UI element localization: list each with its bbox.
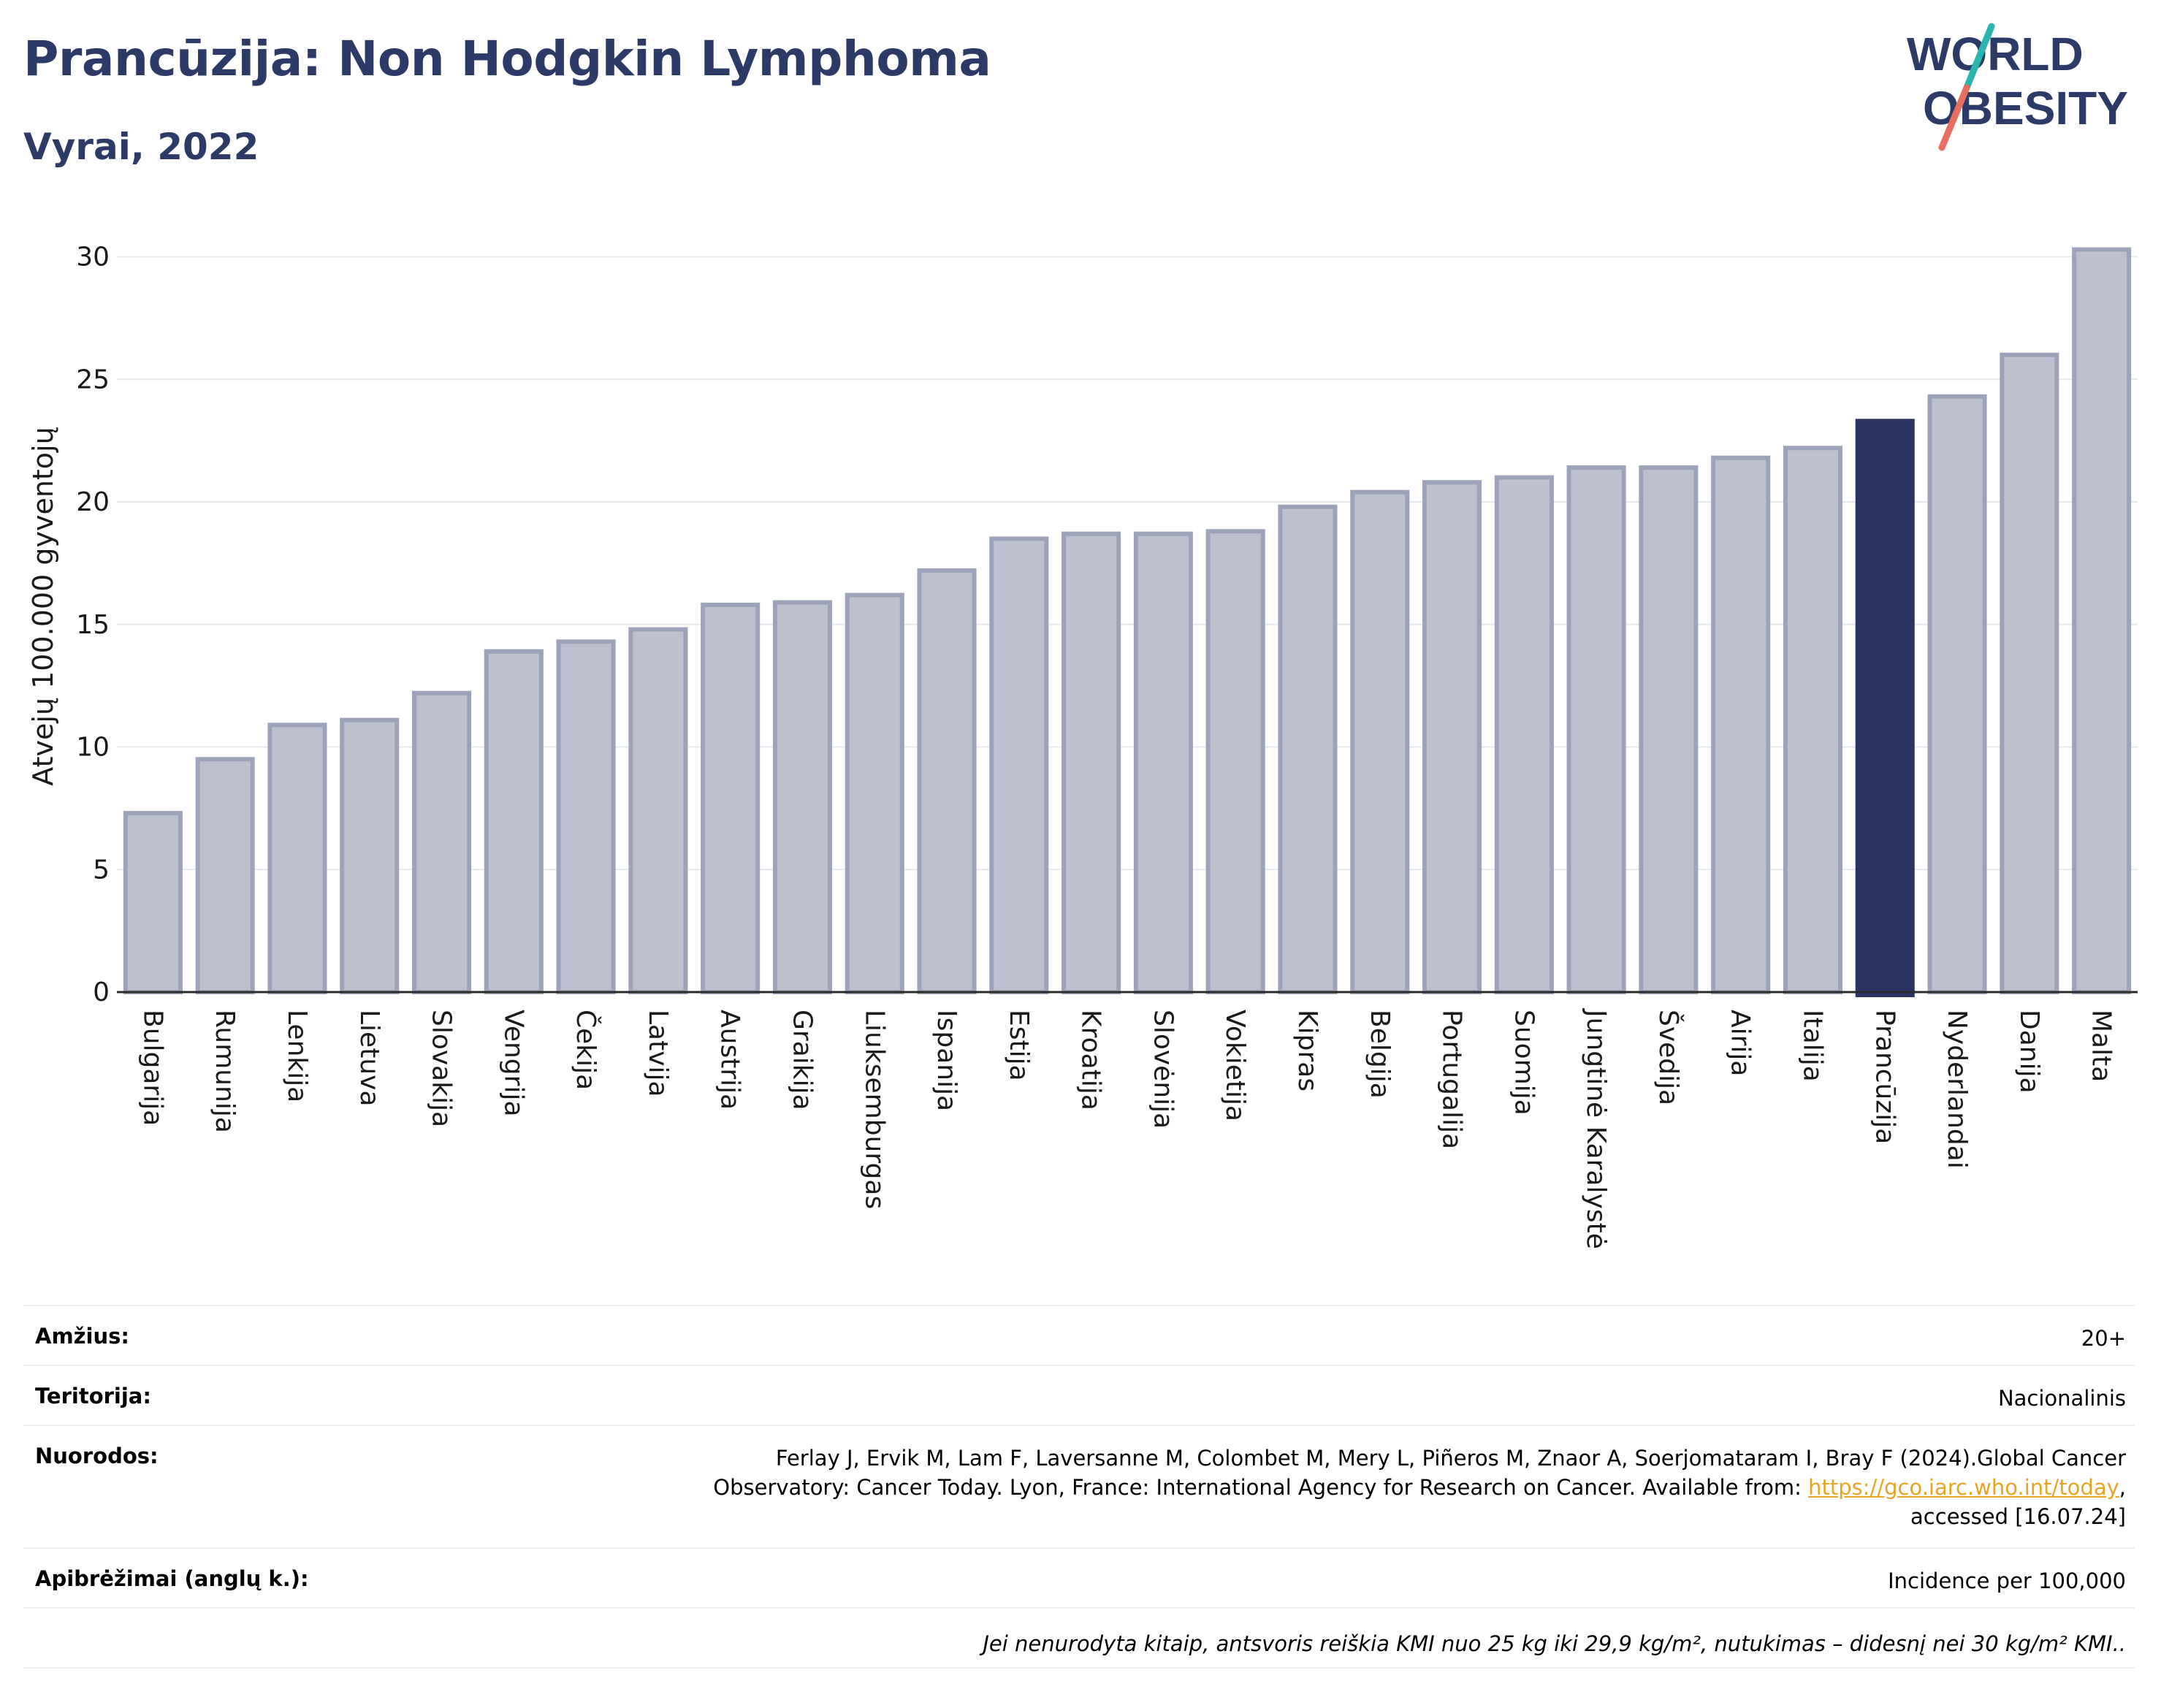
y-tick-label: 30 xyxy=(76,243,110,272)
bar xyxy=(989,536,1049,994)
age-value: 20+ xyxy=(2081,1326,2126,1351)
y-tick-label: 0 xyxy=(93,977,110,1007)
territory-value: Nacionalinis xyxy=(1997,1386,2126,1411)
bar xyxy=(1062,531,1121,994)
x-tick-label: Ispanija xyxy=(931,1010,961,1111)
logo-slash-top xyxy=(1963,23,1995,91)
x-tick-label: Švedija xyxy=(1653,1010,1684,1105)
divider xyxy=(23,1667,2135,1669)
bar xyxy=(556,639,616,994)
bar xyxy=(1711,455,1771,994)
y-tick-labels: 0 5 10 15 20 25 30 xyxy=(76,243,110,1007)
references-line1: Ferlay J, Ervik M, Lam F, Laversanne M, … xyxy=(775,1446,2126,1471)
bar xyxy=(772,600,833,994)
bar xyxy=(845,592,904,994)
bar xyxy=(1927,394,1987,994)
bar xyxy=(1783,446,1843,994)
x-tick-label: Čekija xyxy=(571,1010,601,1090)
x-tick-labels: Bulgarija Rumunija Lenkija Lietuva Slovakija… xyxy=(137,1008,2116,1249)
divider xyxy=(23,1607,2135,1609)
definitions-value: Incidence per 100,000 xyxy=(1888,1568,2126,1593)
bar xyxy=(1566,465,1626,994)
bar xyxy=(1855,419,1915,997)
logo-line1: WORLD xyxy=(1907,28,2084,80)
world-obesity-logo: WORLD OBESITY xyxy=(1907,23,2128,151)
x-tick-label: Jungtinė Karalystė xyxy=(1581,1008,1611,1249)
bar xyxy=(123,811,183,995)
x-tick-label: Liuksemburgas xyxy=(859,1010,889,1209)
x-tick-label: Slovakija xyxy=(427,1010,457,1127)
territory-label: Teritorija: xyxy=(35,1384,151,1408)
bar xyxy=(917,568,977,994)
bars xyxy=(123,247,2132,997)
bar-chart: 0 5 10 15 20 25 30 Bulgarija Rumunija Lenkija Lie… xyxy=(27,243,2138,1249)
divider xyxy=(23,1425,2135,1426)
y-tick-label: 5 xyxy=(93,855,110,885)
chart-title: Prancūzija: Non Hodgkin Lymphoma xyxy=(23,31,991,87)
y-tick-label: 25 xyxy=(76,365,110,394)
definitions-label: Apibrėžimai (anglų k.): xyxy=(35,1566,309,1591)
bar xyxy=(701,602,761,994)
bar xyxy=(1278,504,1338,994)
bar xyxy=(1639,465,1699,994)
bar xyxy=(1494,475,1554,994)
bar xyxy=(2072,247,2132,994)
x-tick-label: Danija xyxy=(2014,1010,2044,1094)
bar xyxy=(1205,529,1265,994)
x-tick-label: Latvija xyxy=(643,1010,673,1097)
chart-subtitle: Vyrai, 2022 xyxy=(23,126,259,168)
x-tick-label: Belgija xyxy=(1365,1010,1395,1099)
bar xyxy=(1133,531,1193,994)
references-line2-comma: , xyxy=(2119,1475,2126,1500)
bar xyxy=(1422,480,1482,994)
bar xyxy=(2000,352,2059,994)
divider xyxy=(23,1547,2135,1549)
divider xyxy=(23,1305,2135,1306)
x-tick-label: Malta xyxy=(2086,1010,2116,1082)
x-tick-label: Kroatija xyxy=(1076,1010,1106,1110)
x-tick-label: Austrija xyxy=(715,1010,745,1110)
x-tick-label: Prancūzija xyxy=(1870,1010,1899,1144)
x-tick-label: Bulgarija xyxy=(137,1010,167,1126)
x-tick-label: Rumunija xyxy=(210,1010,240,1133)
logo-slash-bottom xyxy=(1938,84,1970,151)
gco-link[interactable]: https://gco.iarc.who.int/today xyxy=(1808,1475,2119,1500)
x-tick-label: Nyderlandai xyxy=(1942,1010,1972,1169)
references-line3: accessed [16.07.24] xyxy=(1910,1504,2126,1529)
bar xyxy=(267,723,327,994)
y-tick-label: 10 xyxy=(76,733,110,763)
references-value: Ferlay J, Ervik M, Lam F, Laversanne M, … xyxy=(713,1444,2126,1531)
divider xyxy=(23,1365,2135,1366)
references-line2-text: Observatory: Cancer Today. Lyon, France:… xyxy=(713,1475,1809,1500)
bar xyxy=(340,717,400,994)
bar xyxy=(411,690,472,994)
x-tick-label: Italija xyxy=(1797,1010,1827,1082)
x-tick-label: Vokietija xyxy=(1220,1010,1250,1121)
x-tick-label: Vengrija xyxy=(498,1010,528,1117)
x-tick-label: Portugalija xyxy=(1437,1010,1467,1149)
bar xyxy=(1350,489,1410,994)
x-tick-label: Kipras xyxy=(1292,1010,1322,1091)
bar xyxy=(628,627,688,995)
y-tick-label: 20 xyxy=(76,487,110,517)
x-tick-label: Airija xyxy=(1726,1010,1756,1077)
y-tick-label: 15 xyxy=(76,610,110,640)
x-tick-label: Graikija xyxy=(787,1010,817,1110)
x-tick-label: Lenkija xyxy=(282,1010,312,1102)
bar xyxy=(195,757,255,994)
x-tick-label: Estija xyxy=(1004,1010,1034,1081)
bar xyxy=(484,649,544,994)
x-tick-label: Suomija xyxy=(1509,1010,1539,1116)
references-label: Nuorodos: xyxy=(35,1444,159,1468)
y-axis-label: Atvejų 100.000 gyventojų xyxy=(27,427,59,785)
x-tick-label: Slovėnija xyxy=(1148,1010,1178,1129)
footnote: Jei nenurodyta kitaip, antsvoris reiškia… xyxy=(983,1631,2126,1656)
age-label: Amžius: xyxy=(35,1324,129,1349)
references-line2: Observatory: Cancer Today. Lyon, France:… xyxy=(713,1473,2126,1502)
x-tick-label: Lietuva xyxy=(354,1010,384,1107)
